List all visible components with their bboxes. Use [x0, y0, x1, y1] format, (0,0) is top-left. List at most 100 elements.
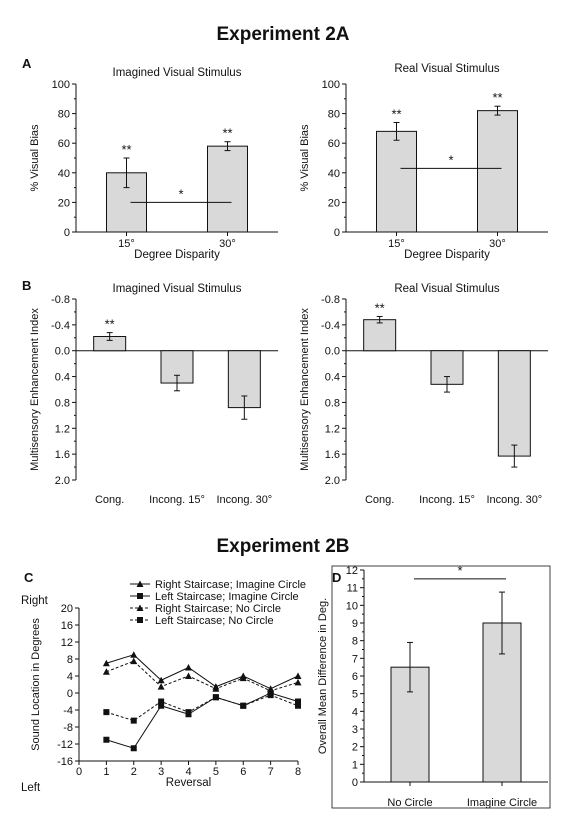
x-tick-label: 5	[213, 766, 219, 778]
y-tick-label: 2.0	[55, 475, 70, 487]
axis-end-label-left: Left	[21, 782, 41, 794]
y-axis-label: Overall Mean Difference in Deg.	[317, 598, 329, 754]
legend-marker	[136, 580, 144, 587]
chart-b1: Imagined Visual Stimulus -0.8 -0.4 0.0 0.4 0.…	[29, 283, 278, 506]
chart-title: Real Visual Stimulus	[394, 63, 500, 75]
bar	[497, 350, 531, 457]
y-tick-label: 0	[352, 777, 358, 789]
chart-a1: Imagined Visual Stimulus 0 20 40 60 80 100 % Vi…	[29, 67, 278, 261]
legend-marker	[136, 604, 144, 611]
y-tick-label: 5	[352, 689, 358, 701]
significance-stars: **	[375, 300, 385, 315]
comparison-star: *	[457, 563, 462, 578]
x-tick-label: Cong.	[95, 494, 124, 506]
experiment-2a-heading: Experiment 2A	[216, 24, 349, 45]
series-line	[106, 692, 299, 749]
significance-stars: **	[222, 126, 232, 141]
legend-label: Right Staircase; No Circle	[155, 603, 281, 615]
data-point	[158, 698, 165, 705]
series-4	[103, 692, 301, 724]
data-point	[185, 664, 192, 671]
x-tick-label: 3	[158, 766, 164, 778]
panel-letter-d: D	[332, 570, 341, 585]
y-tick-label: 1.6	[55, 449, 70, 461]
y-tick-label: 8	[352, 636, 358, 648]
y-tick-label: 0	[64, 227, 70, 239]
y-tick-label: 6	[352, 671, 358, 683]
significance-stars: **	[391, 106, 401, 121]
x-tick-label: 0	[76, 766, 82, 778]
y-tick-label: 60	[58, 138, 70, 150]
data-point	[157, 676, 165, 684]
y-tick-label: 100	[52, 79, 70, 91]
x-tick-label: 2	[131, 766, 137, 778]
y-tick-label: 4	[352, 706, 358, 718]
data-point	[157, 683, 165, 690]
y-tick-label: 100	[322, 79, 340, 91]
bar	[363, 319, 397, 352]
series-line	[106, 660, 299, 692]
y-tick-label: -0.8	[321, 294, 340, 306]
y-axis-label: Multisensory Enhancement Index	[299, 308, 311, 471]
data-point	[240, 702, 247, 709]
y-tick-label: -0.8	[51, 294, 70, 306]
y-tick-label: 4	[67, 671, 73, 683]
series-line	[106, 654, 299, 690]
significance-stars: **	[105, 317, 115, 332]
y-tick-label: 1.6	[325, 449, 340, 461]
x-tick-label: Cong.	[365, 494, 394, 506]
chart-a2: Real Visual Stimulus 0 20 40 60 80 100 % Visual…	[299, 63, 548, 261]
panel-frame	[331, 565, 551, 809]
panel-letter-a: A	[22, 56, 32, 71]
x-tick-label: 7	[268, 766, 274, 778]
x-tick-label: 4	[185, 766, 191, 778]
y-axis-label: Multisensory Enhancement Index	[29, 308, 41, 471]
chart-title: Real Visual Stimulus	[394, 283, 500, 295]
y-tick-label: 1	[352, 759, 358, 771]
data-point	[130, 651, 138, 658]
data-point	[102, 659, 110, 667]
data-point	[295, 702, 301, 709]
y-tick-label: 9	[352, 618, 358, 630]
y-tick-label: -16	[57, 756, 73, 768]
y-tick-label: 0.0	[325, 346, 340, 358]
x-tick-label: Incong. 30°	[216, 494, 272, 506]
legend-label: Right Staircase; Imagine Circle	[155, 579, 306, 591]
chart-b2: Real Visual Stimulus -0.8 -0.4 0.0 0.4 0.8 1.2…	[299, 283, 548, 506]
data-point	[294, 672, 302, 679]
axis-end-label-right: Right	[21, 595, 49, 607]
x-tick-label: 15°	[118, 238, 135, 250]
data-point	[130, 657, 138, 665]
y-tick-label: 11	[347, 583, 358, 595]
y-tick-label: 10	[346, 600, 358, 612]
y-tick-label: -4	[63, 705, 73, 717]
data-point	[294, 678, 302, 686]
series-1	[102, 651, 302, 692]
panel-letter-b: B	[22, 278, 31, 293]
y-tick-label: 16	[61, 620, 73, 632]
x-tick-label: 15°	[388, 238, 405, 250]
series-3	[102, 657, 302, 694]
y-tick-label: 0	[334, 227, 340, 239]
data-point	[103, 709, 110, 716]
x-axis-label: Degree Disparity	[404, 249, 490, 261]
y-tick-label: 0.4	[55, 372, 70, 384]
data-point	[130, 717, 137, 724]
y-tick-label: 1.2	[55, 423, 70, 435]
x-tick-label: Imagine Circle	[467, 797, 537, 809]
data-point	[130, 745, 137, 752]
y-tick-label: 12	[61, 637, 73, 649]
chart-title: Imagined Visual Stimulus	[113, 283, 242, 295]
y-tick-label: -8	[63, 722, 73, 734]
y-tick-label: 1.2	[325, 423, 340, 435]
x-tick-label: 8	[295, 766, 301, 778]
y-tick-label: 0.8	[55, 397, 70, 409]
significance-stars: **	[121, 142, 131, 157]
y-tick-label: 20	[61, 603, 73, 615]
legend-label: Left Staircase; Imagine Circle	[155, 591, 299, 603]
y-tick-label: 12	[346, 565, 358, 577]
legend-marker	[137, 617, 143, 623]
